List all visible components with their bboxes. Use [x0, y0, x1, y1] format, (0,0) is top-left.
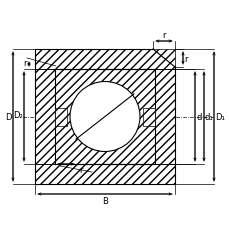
Text: D₂: D₂: [13, 111, 23, 120]
Bar: [35, 50, 174, 70]
Bar: [35, 70, 55, 164]
Text: r: r: [23, 58, 27, 67]
Text: r: r: [184, 54, 187, 63]
Text: D₁: D₁: [215, 112, 224, 121]
Bar: [35, 164, 174, 184]
Bar: [154, 70, 174, 164]
Bar: [55, 70, 154, 164]
Circle shape: [70, 82, 139, 152]
Text: d₁: d₁: [204, 112, 213, 121]
Text: d: d: [196, 112, 201, 121]
Text: B: B: [102, 196, 107, 205]
Text: r: r: [79, 165, 82, 174]
Bar: [55, 108, 67, 126]
Bar: [142, 108, 154, 126]
Text: r: r: [161, 31, 165, 40]
Text: D: D: [5, 112, 11, 121]
